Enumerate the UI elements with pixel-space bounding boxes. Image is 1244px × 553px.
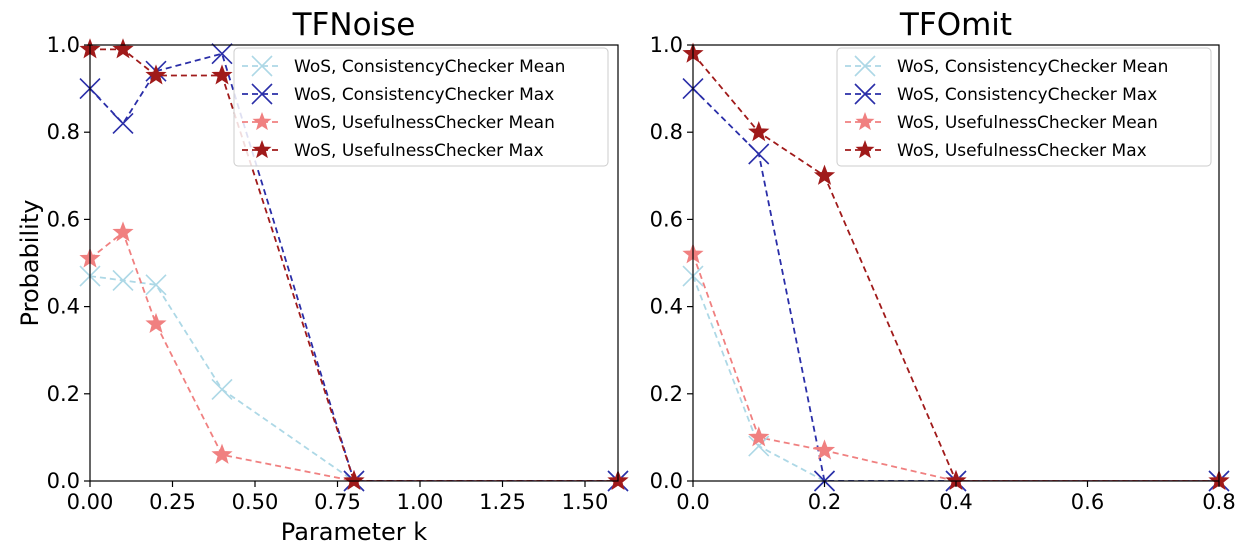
data-point-s3-2 bbox=[748, 426, 770, 447]
legend-label: WoS, ConsistencyChecker Mean bbox=[294, 57, 565, 77]
legend-marker-x-icon bbox=[854, 55, 876, 77]
series-line-1 bbox=[693, 275, 1219, 481]
legend-box bbox=[836, 47, 1212, 167]
y-axis-label: Probability bbox=[16, 200, 44, 327]
legend-box bbox=[233, 47, 609, 167]
legend-marker-x-icon bbox=[251, 83, 273, 105]
data-point-s4-4 bbox=[211, 64, 233, 85]
legend-marker-x-icon bbox=[251, 55, 273, 77]
y-tick-label: 0.2 bbox=[650, 382, 683, 406]
legend-label: WoS, ConsistencyChecker Mean bbox=[897, 57, 1168, 77]
x-tick-label: 0.2 bbox=[808, 490, 841, 514]
y-tick-label: 1.0 bbox=[47, 33, 80, 57]
data-point-s4-2 bbox=[748, 121, 770, 142]
legend: WoS, ConsistencyChecker Mean WoS, Consist… bbox=[233, 47, 609, 167]
data-point-s4-2 bbox=[112, 38, 134, 59]
legend-marker-star-icon bbox=[855, 140, 875, 159]
y-tick-label: 0.0 bbox=[47, 469, 80, 493]
data-point-s1-4 bbox=[211, 378, 233, 401]
series-line-1 bbox=[90, 275, 618, 481]
x-tick-label: 0.50 bbox=[232, 490, 279, 514]
data-point-s4-3 bbox=[145, 64, 167, 85]
legend-marker-star-icon bbox=[855, 112, 875, 131]
legend-label: WoS, ConsistencyChecker Max bbox=[294, 85, 554, 105]
chart-title: TFOmit bbox=[899, 7, 1012, 43]
subplot-2: TFOmit 0.0 0.2 0.4 0.6 0.8 0.0 0.2 0.4 0.6 0.8 1.0 W… bbox=[650, 7, 1236, 514]
series-line-3 bbox=[693, 253, 1219, 481]
x-tick-label: 0.25 bbox=[149, 490, 196, 514]
y-tick-label: 1.0 bbox=[650, 33, 683, 57]
data-point-s1-2 bbox=[112, 269, 134, 292]
x-tick-label: 1.00 bbox=[397, 490, 444, 514]
axes-frame bbox=[89, 44, 619, 482]
data-point-s3-3 bbox=[145, 312, 167, 334]
x-tick-label: 0.6 bbox=[1071, 490, 1104, 514]
legend-label: WoS, UsefulnessChecker Mean bbox=[294, 113, 555, 133]
data-point-s2-4 bbox=[211, 43, 233, 65]
legend-label: WoS, ConsistencyChecker Max bbox=[897, 85, 1157, 105]
y-tick-label: 0.8 bbox=[47, 120, 80, 144]
legend-marker-star-icon bbox=[252, 140, 272, 159]
y-tick-label: 0.6 bbox=[47, 207, 80, 231]
legend-label: WoS, UsefulnessChecker Max bbox=[897, 141, 1147, 161]
data-point-s4-3 bbox=[813, 164, 836, 185]
series-line-2 bbox=[693, 87, 1219, 481]
legend-label: WoS, UsefulnessChecker Mean bbox=[897, 113, 1158, 133]
subplot-1: TFNoise 0.00 0.25 0.50 0.75 1.00 1.25 1.50 0.0 0.… bbox=[16, 7, 629, 546]
legend-marker-star-icon bbox=[252, 112, 272, 131]
series-line-3 bbox=[90, 231, 618, 481]
data-point-s2-2 bbox=[112, 112, 134, 135]
data-point-s3-3 bbox=[813, 439, 836, 460]
data-point-s3-2 bbox=[112, 221, 134, 242]
y-tick-label: 0.2 bbox=[47, 382, 80, 406]
data-point-s3-4 bbox=[211, 443, 233, 464]
chart-title: TFNoise bbox=[292, 7, 416, 43]
y-tick-label: 0.4 bbox=[650, 295, 683, 319]
x-tick-label: 0.4 bbox=[939, 490, 972, 514]
legend: WoS, ConsistencyChecker Mean WoS, Consist… bbox=[836, 47, 1212, 167]
data-point-s2-2 bbox=[748, 143, 770, 165]
y-tick-label: 0.6 bbox=[650, 207, 683, 231]
y-tick-label: 0.0 bbox=[650, 469, 683, 493]
data-point-s1-2 bbox=[748, 435, 770, 457]
data-point-s4-5 bbox=[343, 469, 365, 491]
x-tick-label: 1.50 bbox=[562, 490, 609, 514]
x-tick-label: 0.00 bbox=[67, 490, 114, 514]
data-point-s1-3 bbox=[145, 274, 167, 296]
x-tick-label: 0.8 bbox=[1202, 490, 1235, 514]
y-tick-label: 0.8 bbox=[650, 120, 683, 144]
legend-label: WoS, UsefulnessChecker Max bbox=[294, 141, 544, 161]
legend-marker-x-icon bbox=[854, 83, 876, 105]
x-tick-label: 1.25 bbox=[479, 490, 526, 514]
y-tick-label: 0.4 bbox=[47, 295, 80, 319]
x-tick-label: 0.0 bbox=[676, 490, 709, 514]
x-tick-label: 0.75 bbox=[314, 490, 361, 514]
x-axis-label: Parameter k bbox=[281, 518, 427, 546]
